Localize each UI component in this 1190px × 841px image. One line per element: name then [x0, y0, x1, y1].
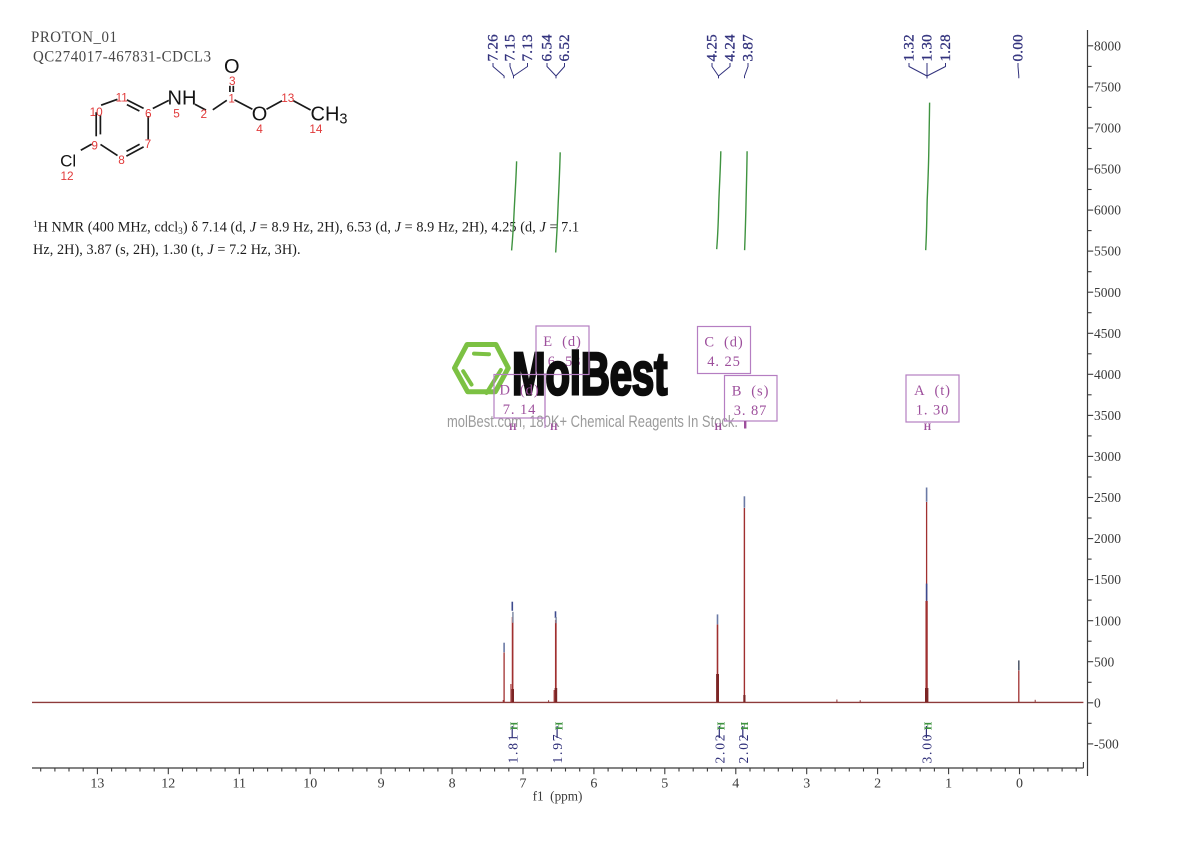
svg-text:1.81: 1.81 [505, 733, 520, 764]
svg-text:1000: 1000 [1094, 613, 1121, 628]
svg-text:MolBest: MolBest [512, 341, 667, 408]
svg-text:2.02: 2.02 [712, 733, 727, 764]
svg-text:4500: 4500 [1094, 326, 1121, 341]
svg-text:3500: 3500 [1094, 408, 1121, 423]
svg-text:6000: 6000 [1094, 203, 1121, 218]
svg-text:4: 4 [256, 122, 263, 136]
svg-text:11: 11 [116, 91, 128, 105]
svg-text:O: O [224, 56, 240, 78]
svg-text:1500: 1500 [1094, 572, 1121, 587]
svg-text:13: 13 [281, 91, 295, 105]
svg-text:1H NMR (400 MHz, cdcl3) δ 7.14: 1H NMR (400 MHz, cdcl3) δ 7.14 (d, J = 8… [33, 219, 579, 236]
svg-text:12: 12 [60, 169, 73, 183]
svg-text:7000: 7000 [1094, 121, 1121, 136]
svg-text:7.13: 7.13 [520, 34, 536, 61]
svg-text:7: 7 [145, 137, 152, 151]
svg-text:5500: 5500 [1094, 244, 1121, 259]
svg-text:E (d): E (d) [543, 334, 581, 350]
svg-text:4.25: 4.25 [705, 34, 721, 61]
svg-text:8000: 8000 [1094, 38, 1121, 53]
svg-text:6.54: 6.54 [540, 34, 556, 62]
svg-text:10: 10 [303, 777, 317, 792]
svg-text:1.97: 1.97 [550, 733, 565, 764]
svg-text:500: 500 [1094, 654, 1115, 669]
svg-text:7: 7 [520, 777, 527, 792]
svg-text:6. 53: 6. 53 [548, 354, 582, 370]
svg-text:7.15: 7.15 [503, 34, 519, 61]
svg-text:1. 30: 1. 30 [916, 403, 950, 419]
svg-text:13: 13 [90, 777, 104, 792]
svg-text:9: 9 [378, 777, 385, 792]
svg-text:1.32: 1.32 [902, 34, 918, 61]
svg-text:11: 11 [233, 777, 246, 792]
svg-text:7500: 7500 [1094, 80, 1121, 95]
svg-text:7. 14: 7. 14 [503, 402, 537, 418]
svg-text:9: 9 [91, 139, 98, 153]
svg-text:H: H [509, 423, 517, 433]
svg-text:3. 87: 3. 87 [734, 403, 768, 419]
svg-text:NH: NH [168, 88, 197, 110]
svg-text:D (d): D (d) [499, 383, 539, 399]
svg-text:6.52: 6.52 [557, 34, 573, 61]
svg-text:5: 5 [173, 107, 180, 121]
svg-text:2.02: 2.02 [736, 733, 751, 764]
svg-text:6500: 6500 [1094, 162, 1121, 177]
svg-text:4: 4 [732, 777, 739, 792]
svg-text:0.00: 0.00 [1011, 34, 1027, 61]
svg-text:QC274017-467831-CDCL3: QC274017-467831-CDCL3 [33, 48, 212, 66]
svg-text:A (t): A (t) [914, 383, 951, 399]
svg-text:H: H [924, 722, 935, 730]
svg-text:8: 8 [118, 153, 125, 167]
svg-text:PROTON_01: PROTON_01 [31, 29, 118, 47]
svg-text:2500: 2500 [1094, 490, 1121, 505]
svg-text:5000: 5000 [1094, 285, 1121, 300]
svg-text:1.28: 1.28 [938, 34, 954, 61]
svg-text:H: H [924, 423, 932, 433]
svg-text:5: 5 [661, 777, 668, 792]
svg-text:3000: 3000 [1094, 449, 1121, 464]
svg-text:molBest.com, 180K+ Chemical Re: molBest.com, 180K+ Chemical Reagents In … [447, 413, 738, 431]
svg-text:Cl: Cl [60, 152, 76, 171]
svg-text:0: 0 [1094, 695, 1101, 710]
svg-text:3.00: 3.00 [920, 733, 935, 764]
svg-text:H: H [740, 722, 751, 730]
svg-text:7.26: 7.26 [486, 34, 502, 62]
svg-text:H: H [554, 722, 565, 730]
svg-text:O: O [252, 104, 268, 126]
svg-text:B (s): B (s) [732, 384, 770, 400]
svg-text:4000: 4000 [1094, 367, 1121, 382]
svg-text:1: 1 [228, 91, 235, 105]
svg-text:0: 0 [1016, 777, 1023, 792]
svg-text:6: 6 [590, 777, 597, 792]
svg-text:H: H [550, 423, 558, 433]
svg-text:8: 8 [449, 777, 456, 792]
svg-text:2000: 2000 [1094, 531, 1121, 546]
svg-text:-500: -500 [1094, 737, 1119, 752]
svg-text:12: 12 [161, 777, 175, 792]
svg-text:14: 14 [309, 122, 323, 136]
svg-text:C (d): C (d) [704, 335, 743, 351]
svg-text:10: 10 [90, 105, 104, 119]
svg-text:2: 2 [201, 107, 208, 121]
svg-text:1.30: 1.30 [920, 34, 936, 61]
svg-text:4. 25: 4. 25 [707, 354, 741, 370]
svg-text:H: H [715, 423, 723, 433]
svg-text:3: 3 [229, 74, 236, 88]
svg-text:Hz, 2H), 3.87 (s, 2H), 1.30 (t: Hz, 2H), 3.87 (s, 2H), 1.30 (t, J = 7.2 … [33, 242, 301, 258]
svg-text:H: H [717, 722, 728, 730]
svg-text:3: 3 [803, 777, 810, 792]
svg-text:H: H [510, 722, 521, 730]
svg-text:2: 2 [874, 777, 881, 792]
svg-text:1: 1 [945, 777, 952, 792]
svg-text:4.24: 4.24 [723, 34, 739, 62]
svg-text:3.87: 3.87 [741, 34, 757, 62]
svg-text:f1 (ppm): f1 (ppm) [533, 789, 583, 804]
svg-text:6: 6 [145, 106, 152, 120]
